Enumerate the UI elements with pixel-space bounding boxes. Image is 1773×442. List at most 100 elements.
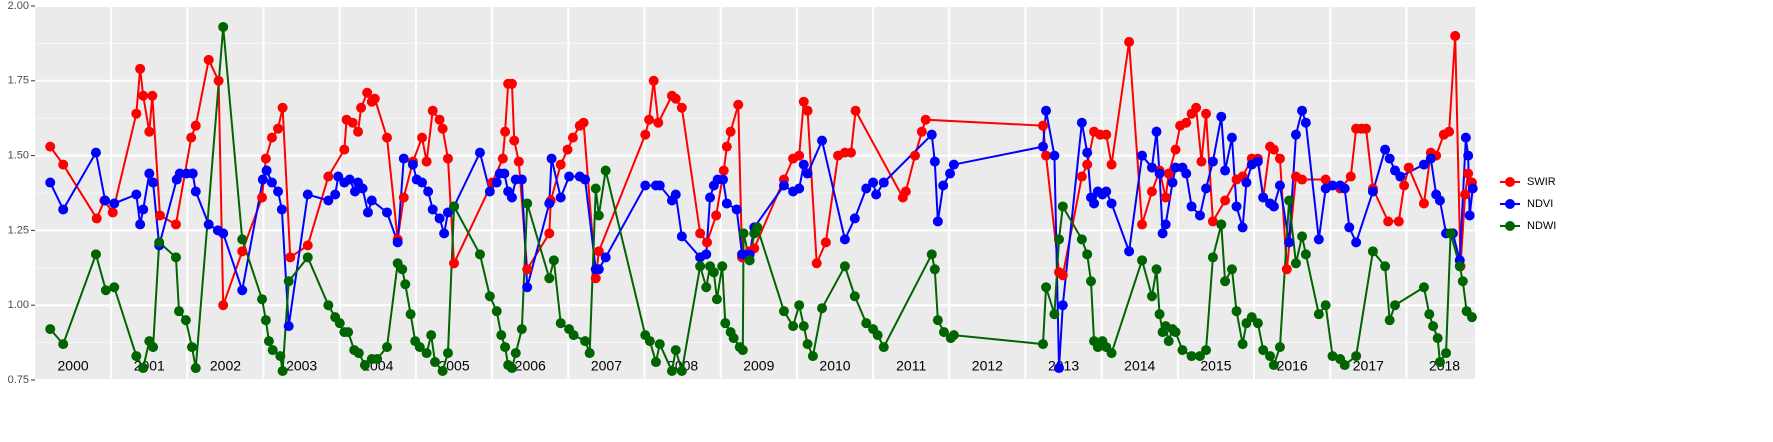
point bbox=[872, 330, 883, 341]
point bbox=[1137, 150, 1148, 161]
point bbox=[382, 132, 392, 143]
point bbox=[273, 186, 284, 197]
point bbox=[811, 258, 822, 269]
point bbox=[500, 126, 511, 137]
point bbox=[1177, 345, 1188, 356]
point bbox=[382, 342, 392, 353]
point bbox=[1196, 156, 1207, 167]
point bbox=[1186, 201, 1197, 212]
point bbox=[1390, 300, 1400, 311]
point bbox=[1038, 141, 1048, 152]
point bbox=[1450, 30, 1461, 41]
point bbox=[1201, 108, 1212, 119]
point bbox=[945, 168, 956, 179]
point bbox=[1268, 201, 1279, 212]
point bbox=[1054, 363, 1064, 374]
point bbox=[1124, 246, 1135, 257]
point bbox=[1290, 129, 1301, 140]
point bbox=[417, 177, 428, 188]
year-label: 2007 bbox=[591, 358, 622, 374]
point bbox=[1194, 351, 1205, 362]
point bbox=[1284, 195, 1295, 206]
point bbox=[1194, 210, 1205, 221]
point bbox=[593, 246, 604, 257]
point bbox=[733, 99, 744, 110]
point bbox=[1297, 105, 1308, 116]
point bbox=[190, 363, 201, 374]
point bbox=[1290, 258, 1301, 269]
point bbox=[861, 318, 872, 329]
point bbox=[496, 330, 507, 341]
point bbox=[362, 207, 373, 218]
year-label: 2017 bbox=[1353, 358, 1384, 374]
point bbox=[1466, 312, 1477, 323]
point bbox=[878, 177, 889, 188]
point bbox=[1220, 195, 1231, 206]
point bbox=[1351, 237, 1362, 248]
point bbox=[421, 156, 432, 167]
point bbox=[277, 366, 288, 377]
point bbox=[849, 291, 860, 302]
point bbox=[721, 198, 732, 209]
point bbox=[491, 177, 502, 188]
point bbox=[1300, 117, 1311, 128]
point bbox=[58, 339, 69, 350]
point bbox=[1265, 351, 1276, 362]
point bbox=[218, 228, 229, 239]
point bbox=[1207, 252, 1218, 263]
point bbox=[1383, 216, 1394, 227]
point bbox=[91, 213, 102, 224]
point bbox=[414, 342, 425, 353]
point bbox=[1444, 126, 1455, 137]
point bbox=[644, 336, 655, 347]
point bbox=[1226, 132, 1237, 143]
point bbox=[257, 294, 268, 305]
point bbox=[186, 342, 197, 353]
point bbox=[695, 261, 706, 272]
point bbox=[932, 216, 943, 227]
point bbox=[1082, 249, 1093, 260]
point bbox=[203, 54, 214, 65]
point bbox=[1320, 174, 1331, 185]
point bbox=[1246, 312, 1257, 323]
legend-marker bbox=[1505, 177, 1515, 187]
point bbox=[1124, 36, 1135, 47]
point bbox=[449, 258, 460, 269]
point bbox=[1418, 159, 1429, 170]
point bbox=[1170, 144, 1181, 155]
point bbox=[506, 363, 517, 374]
point bbox=[567, 132, 578, 143]
point bbox=[600, 165, 611, 176]
point bbox=[1463, 150, 1474, 161]
point bbox=[1076, 234, 1087, 245]
point bbox=[484, 186, 495, 197]
point bbox=[1057, 300, 1068, 311]
point bbox=[1207, 156, 1218, 167]
point bbox=[1467, 183, 1478, 194]
point bbox=[131, 351, 142, 362]
point bbox=[347, 117, 358, 128]
point bbox=[1201, 183, 1212, 194]
point bbox=[1454, 261, 1465, 272]
point bbox=[1384, 153, 1395, 164]
point bbox=[45, 141, 56, 152]
point bbox=[711, 210, 722, 221]
point bbox=[260, 315, 271, 326]
point bbox=[1380, 261, 1391, 272]
point bbox=[1432, 333, 1443, 344]
point bbox=[148, 177, 159, 188]
point bbox=[798, 159, 809, 170]
point bbox=[802, 339, 813, 350]
point bbox=[513, 156, 524, 167]
point bbox=[1418, 282, 1429, 293]
point bbox=[738, 228, 749, 239]
point bbox=[650, 357, 661, 368]
point bbox=[929, 156, 940, 167]
point bbox=[90, 147, 101, 158]
y-tick-label: 1.00 bbox=[8, 299, 29, 311]
point bbox=[131, 108, 142, 119]
point bbox=[1154, 309, 1165, 320]
point bbox=[1160, 192, 1171, 203]
point bbox=[580, 174, 591, 185]
